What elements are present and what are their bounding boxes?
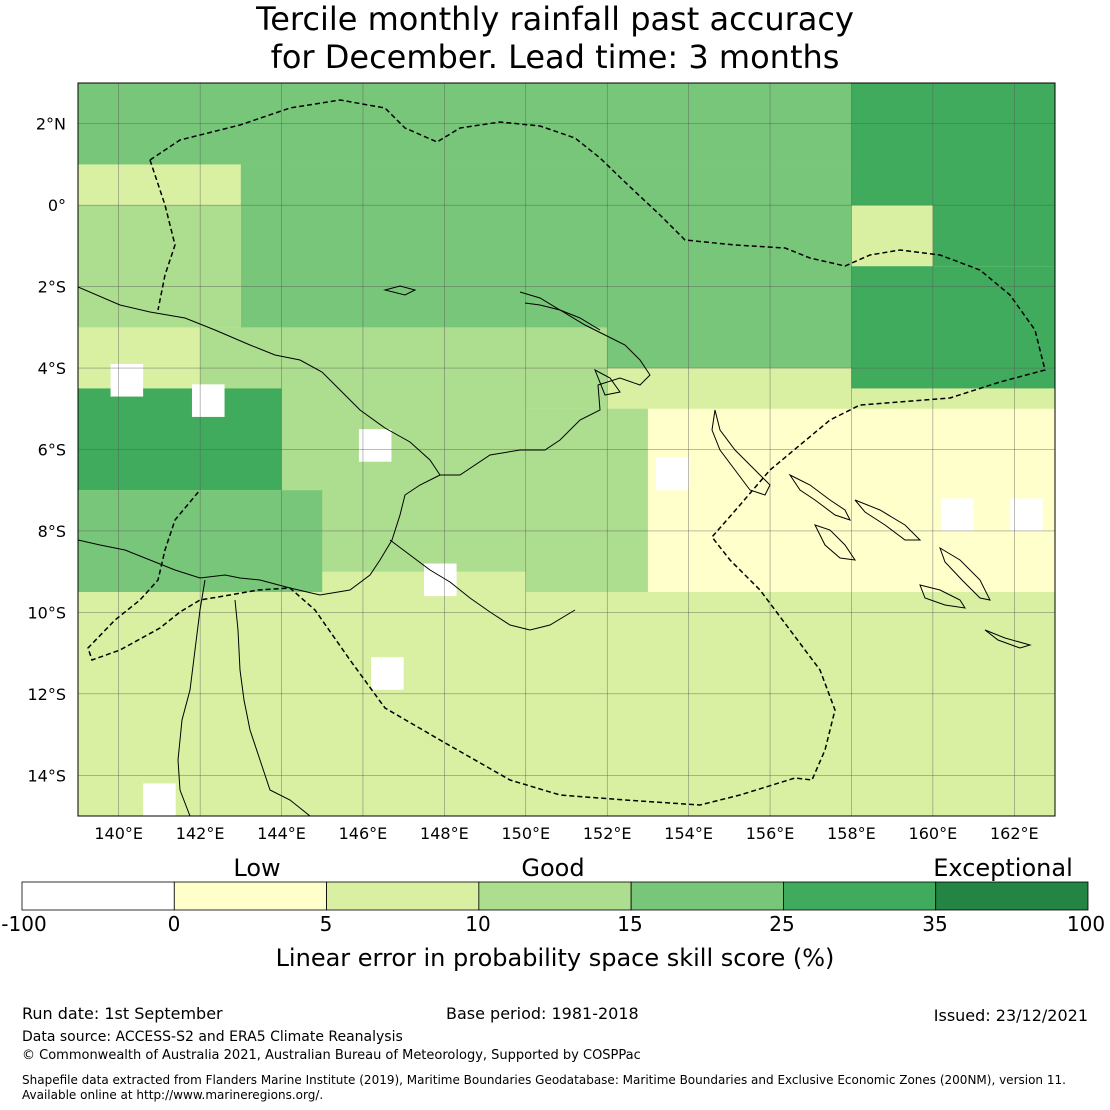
skill-region [525,408,648,613]
colorbar [21,881,1089,911]
skill-region [932,184,1055,267]
makira-coast [984,629,1032,649]
map-frame [77,82,1056,817]
skill-cell-negative [143,783,176,816]
lon-tick-label: 158°E [827,824,876,843]
lat-tick-label: 14°S [27,766,66,785]
bougainville-coast [711,409,771,496]
run-date: Run date: 1st September [22,1004,223,1023]
graticule [78,83,1055,816]
colorbar-category-exceptional: Exceptional [933,854,1073,882]
lon-tick-label: 162°E [990,824,1039,843]
colorbar-segment [935,881,1089,911]
colorbar-segment [478,881,632,911]
skill-cell-negative [191,384,225,417]
new-ireland-coast [594,368,621,396]
skill-cell-negative [656,457,689,491]
new-britain-coast [440,302,651,476]
lat-tick-label: 6°S [38,441,66,460]
lon-tick-label: 140°E [94,824,143,843]
eez-boundary [87,99,1046,806]
colorbar-tick: -100 [1,912,47,936]
colorbar-tick: 5 [319,912,333,936]
skill-region [851,266,1055,389]
skill-region [78,592,1055,816]
colorbar-segment [173,881,327,911]
choiseul-coast [788,473,851,521]
lon-tick-label: 142°E [176,824,225,843]
lon-tick-label: 144°E [257,824,306,843]
lon-tick-label: 150°E [501,824,550,843]
lon-tick-label: 148°E [420,824,469,843]
lat-tick-labels: 2°N 0° 2°S 4°S 6°S 8°S 10°S 12°S 14°S [27,115,66,786]
base-period: Base period: 1981-2018 [446,1004,639,1023]
lat-tick-label: 4°S [38,359,66,378]
skill-region [78,205,241,328]
shapefile-credit-line2: Available online at http://www.marinereg… [22,1088,324,1102]
lon-tick-label: 146°E [339,824,388,843]
skill-cell-negative [1010,498,1043,531]
colorbar-tick: 100 [1066,912,1106,936]
cape-york-coast [177,579,311,816]
lon-tick-labels: 140°E 142°E 144°E 146°E 148°E 150°E 152°E 154°E… [94,824,1038,843]
skill-cell-negative [358,429,392,462]
new-guinea-coast [78,286,441,596]
map-title-line2: for December. Lead time: 3 months [270,38,840,76]
colorbar-segment [21,881,175,911]
skill-cell-negative [941,498,974,531]
colorbar-tick: 0 [167,912,181,936]
malaita-coast [939,546,991,601]
new-hanover-coast [519,291,601,331]
data-source: Data source: ACCESS-S2 and ERA5 Climate … [22,1029,403,1045]
issued-date: Issued: 23/12/2021 [933,1006,1088,1025]
colorbar-tick: 25 [769,912,795,936]
colorbar-category-good: Good [521,854,585,882]
lat-tick-label: 0° [48,196,66,215]
colorbar-segment [326,881,480,911]
copyright: © Commonwealth of Australia 2021, Austra… [22,1048,641,1063]
colorbar-segment [630,881,784,911]
colorbar-category-low: Low [233,854,281,882]
colorbar-tick: 15 [617,912,643,936]
lat-tick-label: 8°S [38,522,66,541]
eez-west-line [149,159,176,311]
skill-region [78,388,282,491]
coastlines [78,285,1032,816]
santa-isabel-coast [854,499,922,541]
colorbar-tick: 10 [465,912,491,936]
lon-tick-label: 156°E [746,824,795,843]
colorbar-label: Linear error in probability space skill … [275,944,835,972]
lat-tick-label: 12°S [27,685,66,704]
lat-tick-label: 2°N [36,115,66,134]
shapefile-credit-line1: Shapefile data extracted from Flanders M… [22,1073,1066,1087]
lat-tick-label: 10°S [27,603,66,622]
lat-tick-label: 2°S [38,278,66,297]
lon-tick-label: 154°E [664,824,713,843]
colorbar-segment [783,881,937,911]
skill-cell-negative [371,657,404,690]
new-georgia-coast [814,524,857,561]
lon-tick-label: 152°E [583,824,632,843]
papuan-peninsula-coast [389,539,576,631]
skill-cell-negative [110,363,144,397]
skill-cell-negative [424,563,457,597]
eez-dashed-line [87,99,1046,806]
map-title-line1: Tercile monthly rainfall past accuracy [256,0,854,38]
colorbar-tick: 35 [922,912,948,936]
lon-tick-label: 160°E [909,824,958,843]
manus-coast [383,285,417,296]
skill-region [851,83,1055,206]
guadalcanal-coast [919,584,966,609]
